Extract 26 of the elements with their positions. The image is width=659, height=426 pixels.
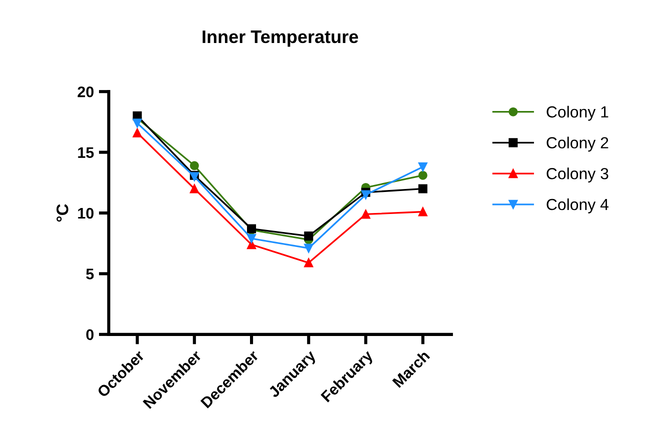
point (418, 207, 428, 216)
legend-label: Colony 4 (546, 198, 608, 214)
point (132, 128, 142, 138)
y-tick-label: 10 (78, 208, 94, 219)
y-tick-label: 5 (86, 268, 94, 280)
point (247, 234, 256, 244)
point (190, 184, 199, 194)
point (418, 170, 428, 180)
point (361, 210, 370, 219)
point (190, 161, 199, 170)
y-axis-title: °C (56, 204, 68, 222)
legend-label: Colony 3 (546, 168, 608, 182)
y-tick-label: 15 (78, 147, 94, 158)
point (418, 184, 428, 194)
y-tick-label: 20 (78, 86, 94, 98)
y-tick-label: 0 (86, 329, 94, 340)
point (418, 162, 428, 172)
point (247, 240, 256, 250)
point (304, 258, 314, 268)
legend-label: Colony 2 (546, 136, 608, 152)
legend-label: Colony 1 (546, 106, 608, 121)
point (304, 244, 314, 253)
point (304, 232, 314, 241)
point (361, 190, 370, 200)
chart-title: Inner Temperature (202, 30, 358, 47)
point (132, 118, 142, 128)
